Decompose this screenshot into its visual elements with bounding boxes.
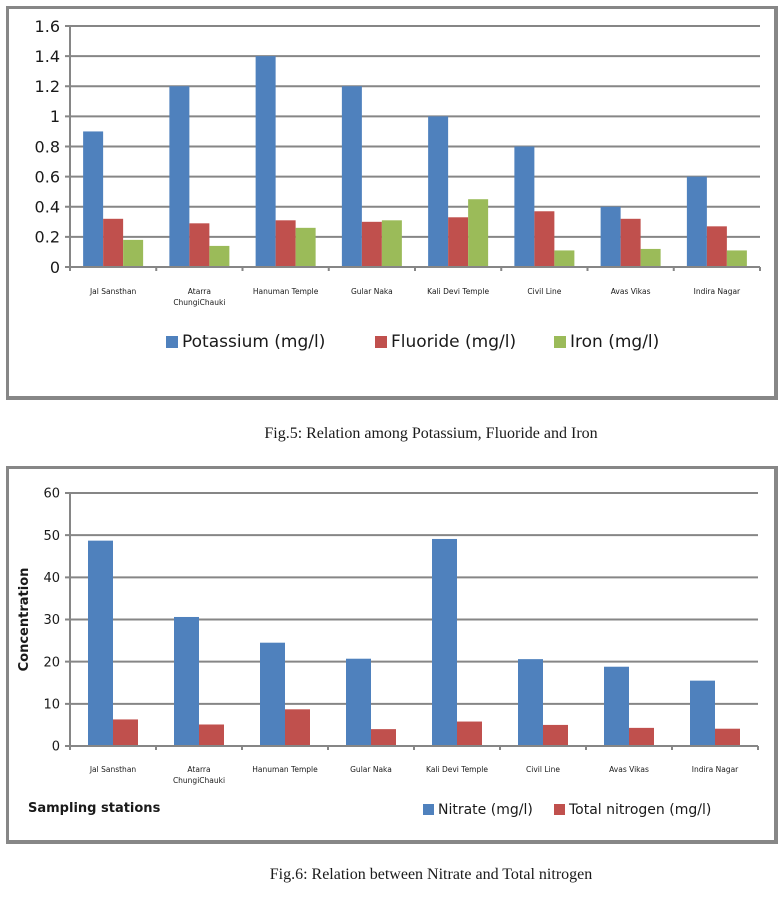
chart-frame-fig6 [6,466,778,844]
bar-potassium-atarra-chungichauki [169,86,190,267]
y-tick-label: 1.4 [35,47,60,66]
bar-potassium-kali-devi-temple [428,116,449,267]
x-category-label: Hanuman Temple [252,765,318,774]
bar-total-kali-devi-temple [457,721,482,746]
bar-total-atarra-chungichauki [199,724,224,746]
legend-swatch-potassium [166,336,178,348]
bar-fluoride-avas-vikas [620,218,641,267]
y-tick-label: 50 [43,529,60,544]
y-tick-label: 0.8 [35,137,60,156]
x-axis-title: Sampling stations [28,801,161,816]
x-category-label: Jal Sansthan [89,287,137,296]
bar-fluoride-jal-sansthan [103,218,124,267]
legend-swatch-fluoride [375,336,387,348]
bar-potassium-jal-sansthan [83,131,104,267]
bar-potassium-civil-line [514,146,535,267]
y-tick-label: 0 [52,740,60,755]
legend-swatch-iron [554,336,566,348]
bar-iron-indira-nagar [726,250,747,267]
bar-total-hanuman-temple [285,709,310,746]
legend-label-iron: Iron (mg/l) [570,332,659,352]
legend-swatch-nitrate [423,804,434,815]
x-category-label: Kali Devi Temple [426,765,488,774]
x-category-label: Atarra [188,287,211,296]
y-tick-label: 0.6 [35,167,60,186]
legend-swatch-total [554,804,565,815]
y-tick-label: 30 [43,613,60,628]
x-category-label: Indira Nagar [692,765,739,774]
y-tick-label: 1.2 [35,77,60,96]
x-category-label: Gular Naka [351,287,393,296]
bar-total-avas-vikas [629,727,654,746]
bar-potassium-hanuman-temple [255,56,276,267]
bar-iron-hanuman-temple [295,227,316,267]
x-category-label: Atarra [187,765,210,774]
x-category-label: Jal Sansthan [89,765,137,774]
bar-total-gular-naka [371,729,396,746]
x-category-label: Civil Line [526,765,560,774]
y-tick-label: 0.4 [35,198,60,217]
bar-potassium-avas-vikas [600,206,621,267]
bar-fluoride-kali-devi-temple [448,217,469,267]
y-tick-label: 60 [43,487,60,502]
y-tick-label: 10 [43,698,60,713]
x-category-label: ChungiChauki [173,298,225,307]
bar-nitrate-kali-devi-temple [432,538,457,746]
bar-total-jal-sansthan [113,719,138,746]
x-category-label: ChungiChauki [173,776,225,785]
bar-fluoride-gular-naka [361,221,382,267]
legend-label-total: Total nitrogen (mg/l) [568,802,711,818]
y-tick-label: 1 [50,107,60,126]
y-tick-label: 20 [43,655,60,670]
bar-nitrate-avas-vikas [604,666,629,746]
bar-nitrate-gular-naka [346,658,371,746]
x-category-label: Indira Nagar [694,287,741,296]
legend-label-potassium: Potassium (mg/l) [182,332,325,352]
bar-iron-civil-line [554,250,575,267]
x-category-label: Gular Naka [350,765,392,774]
bar-iron-atarra-chungichauki [209,245,230,267]
x-category-label: Avas Vikas [609,765,649,774]
y-tick-label: 0.2 [35,228,60,247]
bar-nitrate-civil-line [518,659,543,746]
figure-caption-fig5: Fig.5: Relation among Potassium, Fluorid… [264,425,598,442]
x-category-label: Avas Vikas [611,287,651,296]
bar-potassium-gular-naka [341,86,362,267]
bar-iron-kali-devi-temple [468,199,489,267]
figure-caption-fig6: Fig.6: Relation between Nitrate and Tota… [269,866,593,883]
legend-label-fluoride: Fluoride (mg/l) [391,332,516,352]
bar-nitrate-jal-sansthan [88,540,113,746]
bar-potassium-indira-nagar [686,176,707,267]
bar-iron-avas-vikas [640,248,661,267]
y-axis-title: Concentration [17,568,32,672]
bar-total-indira-nagar [715,728,740,746]
bar-fluoride-indira-nagar [706,226,727,267]
bar-iron-gular-naka [381,220,402,267]
bar-nitrate-indira-nagar [690,680,715,746]
bar-nitrate-atarra-chungichauki [174,616,199,746]
y-tick-label: 0 [50,258,60,277]
x-category-label: Kali Devi Temple [427,287,489,296]
bar-total-civil-line [543,724,568,746]
y-tick-label: 40 [43,571,60,586]
x-category-label: Civil Line [527,287,561,296]
bar-fluoride-atarra-chungichauki [189,223,210,267]
y-tick-label: 1.6 [35,17,60,36]
bar-fluoride-civil-line [534,211,555,267]
x-category-label: Hanuman Temple [253,287,319,296]
chart-fig5: 0 0.2 0.4 0.6 0.8 1 1.2 1.4 1.6 Jal Sansthan Atarr… [35,17,761,352]
bar-fluoride-hanuman-temple [275,220,296,267]
bar-nitrate-hanuman-temple [260,642,285,746]
legend-label-nitrate: Nitrate (mg/l) [438,802,533,818]
bar-iron-jal-sansthan [123,239,144,267]
chart-frame-fig5 [6,6,778,400]
